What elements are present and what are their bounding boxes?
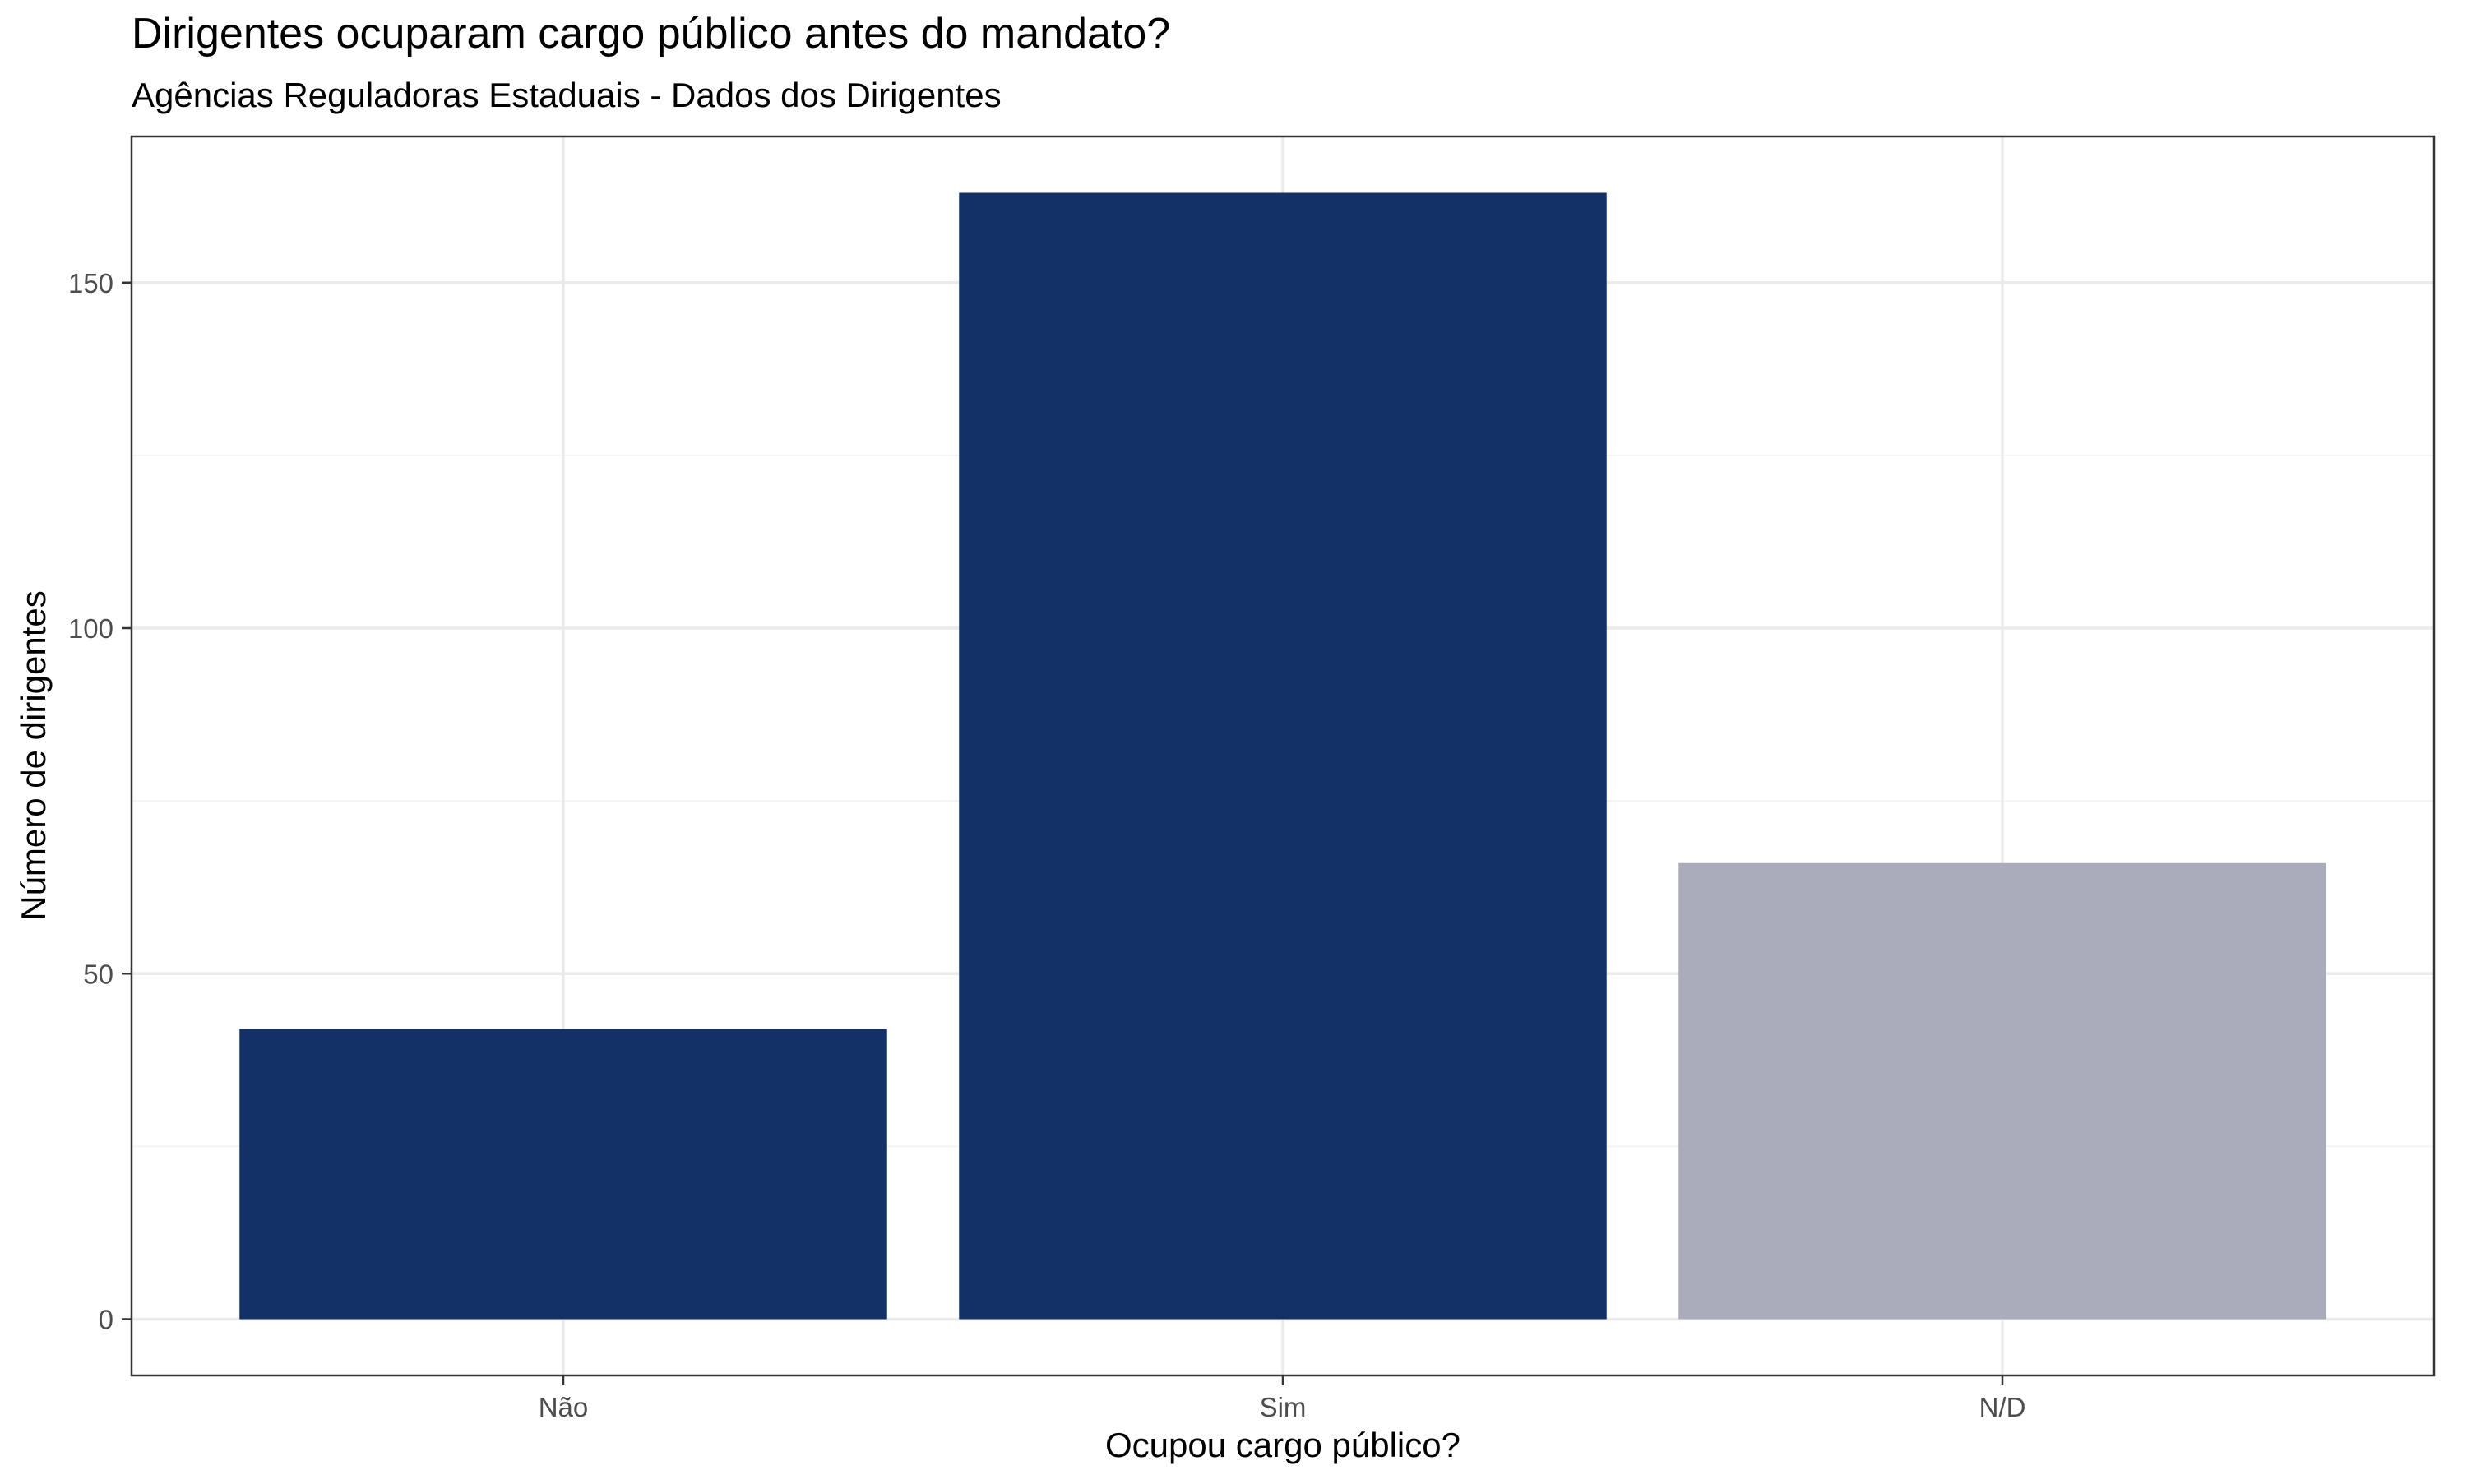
y-tick-label: 0 — [99, 1305, 113, 1335]
bars — [239, 192, 2326, 1320]
bar-3 — [1678, 862, 2326, 1320]
bar-2 — [959, 192, 1607, 1320]
x-tick-label: N/D — [1979, 1392, 2026, 1422]
y-tick-label: 100 — [68, 613, 113, 644]
chart-title: Dirigentes ocuparam cargo público antes … — [132, 10, 1170, 58]
y-axis-title: Número de dirigentes — [14, 590, 53, 921]
plot-panel-border — [130, 135, 2436, 1377]
x-tick-label: Não — [539, 1392, 589, 1422]
bar-1 — [239, 1029, 887, 1320]
chart-subtitle: Agências Reguladoras Estaduais - Dados d… — [132, 76, 1002, 114]
x-axis-title: Ocupou cargo público? — [1105, 1426, 1460, 1464]
x-tick-label: Sim — [1260, 1392, 1307, 1422]
axes: 0 50 100 150 Não Sim N/D — [68, 268, 2025, 1422]
y-tick-label: 150 — [68, 268, 113, 298]
y-tick-label: 50 — [83, 959, 113, 989]
